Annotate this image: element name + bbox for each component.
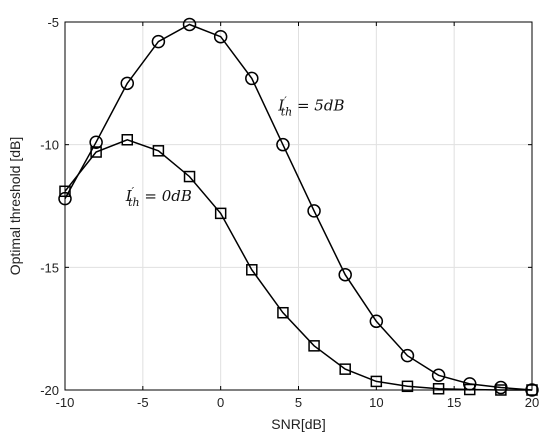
y-tick-label: -10 xyxy=(40,138,59,153)
circle-marker xyxy=(494,380,508,395)
x-tick-label: 0 xyxy=(217,395,224,410)
x-tick-label: 15 xyxy=(447,395,461,410)
series-annotation: I′ th = 5dB xyxy=(277,94,344,118)
circle-marker xyxy=(58,191,72,206)
square-marker xyxy=(308,340,320,352)
square-marker xyxy=(526,384,538,396)
circle-marker xyxy=(431,368,446,383)
annotation-prime: ′ xyxy=(284,94,287,107)
circle-marker xyxy=(400,348,415,363)
square-marker xyxy=(370,375,383,388)
axis-ticks: -10 -5 0 5 10 15 20 -20 -15 -10 -5 xyxy=(40,15,539,410)
x-axis-title: SNR[dB] xyxy=(271,416,325,432)
square-marker xyxy=(59,185,71,198)
y-tick-label: -5 xyxy=(47,15,59,30)
annotation-subscript: th xyxy=(281,105,293,118)
square-marker xyxy=(90,146,102,158)
square-marker xyxy=(246,264,258,276)
x-tick-label: -5 xyxy=(137,395,149,410)
series-annotation: I′ th = 0dB xyxy=(125,185,192,209)
annotation-subscript: th xyxy=(128,196,140,209)
circle-marker xyxy=(245,71,259,86)
series-line xyxy=(64,138,532,391)
square-marker xyxy=(432,383,445,395)
series-layer xyxy=(58,17,539,397)
x-tick-label: 10 xyxy=(369,395,383,410)
annotation-value: = 0dB xyxy=(140,187,192,205)
x-tick-label: -10 xyxy=(56,395,75,410)
square-marker xyxy=(121,134,134,146)
circle-marker xyxy=(276,137,290,152)
y-tick-label: -15 xyxy=(40,260,59,275)
circle-marker xyxy=(307,204,321,218)
series-line xyxy=(64,23,533,391)
square-marker xyxy=(495,384,507,396)
series-square xyxy=(59,134,538,396)
x-tick-label: 20 xyxy=(525,395,539,410)
annotation-value: = 5dB xyxy=(292,96,344,114)
circle-marker xyxy=(213,29,228,44)
circle-marker xyxy=(338,267,352,282)
annotation-prime: ′ xyxy=(132,185,135,198)
annotation-symbol: I xyxy=(125,187,133,205)
square-marker xyxy=(339,363,351,375)
x-tick-label: 5 xyxy=(295,395,302,410)
y-axis-title: Optimal threshold [dB] xyxy=(7,137,23,276)
square-marker xyxy=(214,207,227,220)
circle-marker xyxy=(151,34,166,49)
circle-marker xyxy=(120,76,135,91)
circle-marker xyxy=(369,314,384,329)
annotation-symbol: I xyxy=(277,96,285,114)
square-marker xyxy=(152,145,165,157)
square-marker xyxy=(277,306,289,319)
y-tick-label: -20 xyxy=(40,383,59,398)
circle-marker xyxy=(89,135,103,149)
square-marker xyxy=(183,170,196,183)
circle-marker xyxy=(182,17,197,32)
square-marker xyxy=(463,383,476,396)
series-circle xyxy=(58,17,539,397)
square-marker xyxy=(401,380,414,393)
